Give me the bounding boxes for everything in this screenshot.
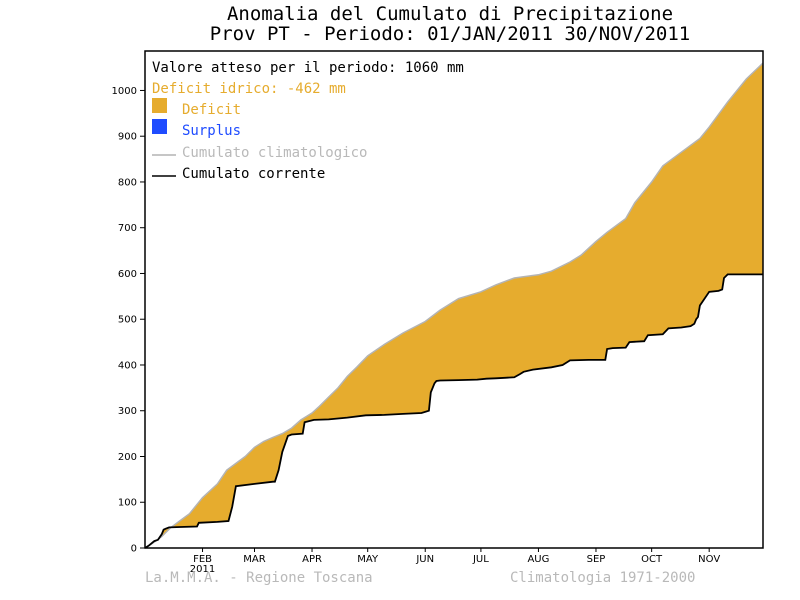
x-tick-label: SEP <box>587 554 606 565</box>
y-tick-label: 500 <box>118 315 137 326</box>
climatological-line <box>144 62 764 549</box>
footer-credit: La.M.M.A. - Regione Toscana <box>145 570 373 586</box>
y-tick-label: 700 <box>118 223 137 234</box>
legend-climatological-label: Cumulato climatologico <box>182 145 367 161</box>
legend-deficit-swatch <box>152 98 167 113</box>
x-tick-label: NOV <box>698 554 720 565</box>
legend-surplus-label: Surplus <box>182 123 241 139</box>
current-line <box>144 273 763 549</box>
plot-frame <box>144 50 764 549</box>
y-tick-label: 800 <box>118 177 137 188</box>
x-tick-label: MAY <box>357 554 379 565</box>
y-tick-label: 100 <box>118 498 137 509</box>
y-tick-label: 600 <box>118 269 137 280</box>
x-tick-sublabel: 2011 <box>190 564 215 575</box>
x-tick-label: MAR <box>243 554 265 565</box>
x-tick-label: OCT <box>641 554 663 565</box>
x-tick-label: AUG <box>527 554 549 565</box>
legend-current-label: Cumulato corrente <box>182 166 325 182</box>
deficit-area <box>145 63 763 548</box>
footer-climatology: Climatologia 1971-2000 <box>510 570 696 586</box>
y-tick-label: 900 <box>118 132 137 143</box>
legend-expected-value: Valore atteso per il periodo: 1060 mm <box>152 60 464 76</box>
y-tick-label: 400 <box>118 360 137 371</box>
x-tick-label: JUN <box>415 554 434 565</box>
y-tick-label: 1000 <box>112 86 137 97</box>
legend-deficit-label: Deficit <box>182 102 241 118</box>
chart-title-line1: Anomalia del Cumulato di Precipitazione <box>226 3 674 25</box>
legend-deficit-amount: Deficit idrico: -462 mm <box>152 81 346 97</box>
y-tick-label: 300 <box>118 406 137 417</box>
x-tick-label: JUL <box>472 554 489 565</box>
legend-surplus-swatch <box>152 119 167 134</box>
chart-title-line2: Prov PT - Periodo: 01/JAN/2011 30/NOV/20… <box>209 23 691 45</box>
y-tick-label: 200 <box>118 452 137 463</box>
x-tick-label: APR <box>302 554 322 565</box>
y-tick-label: 0 <box>131 544 137 555</box>
x-tick-label: FEB <box>193 554 212 565</box>
